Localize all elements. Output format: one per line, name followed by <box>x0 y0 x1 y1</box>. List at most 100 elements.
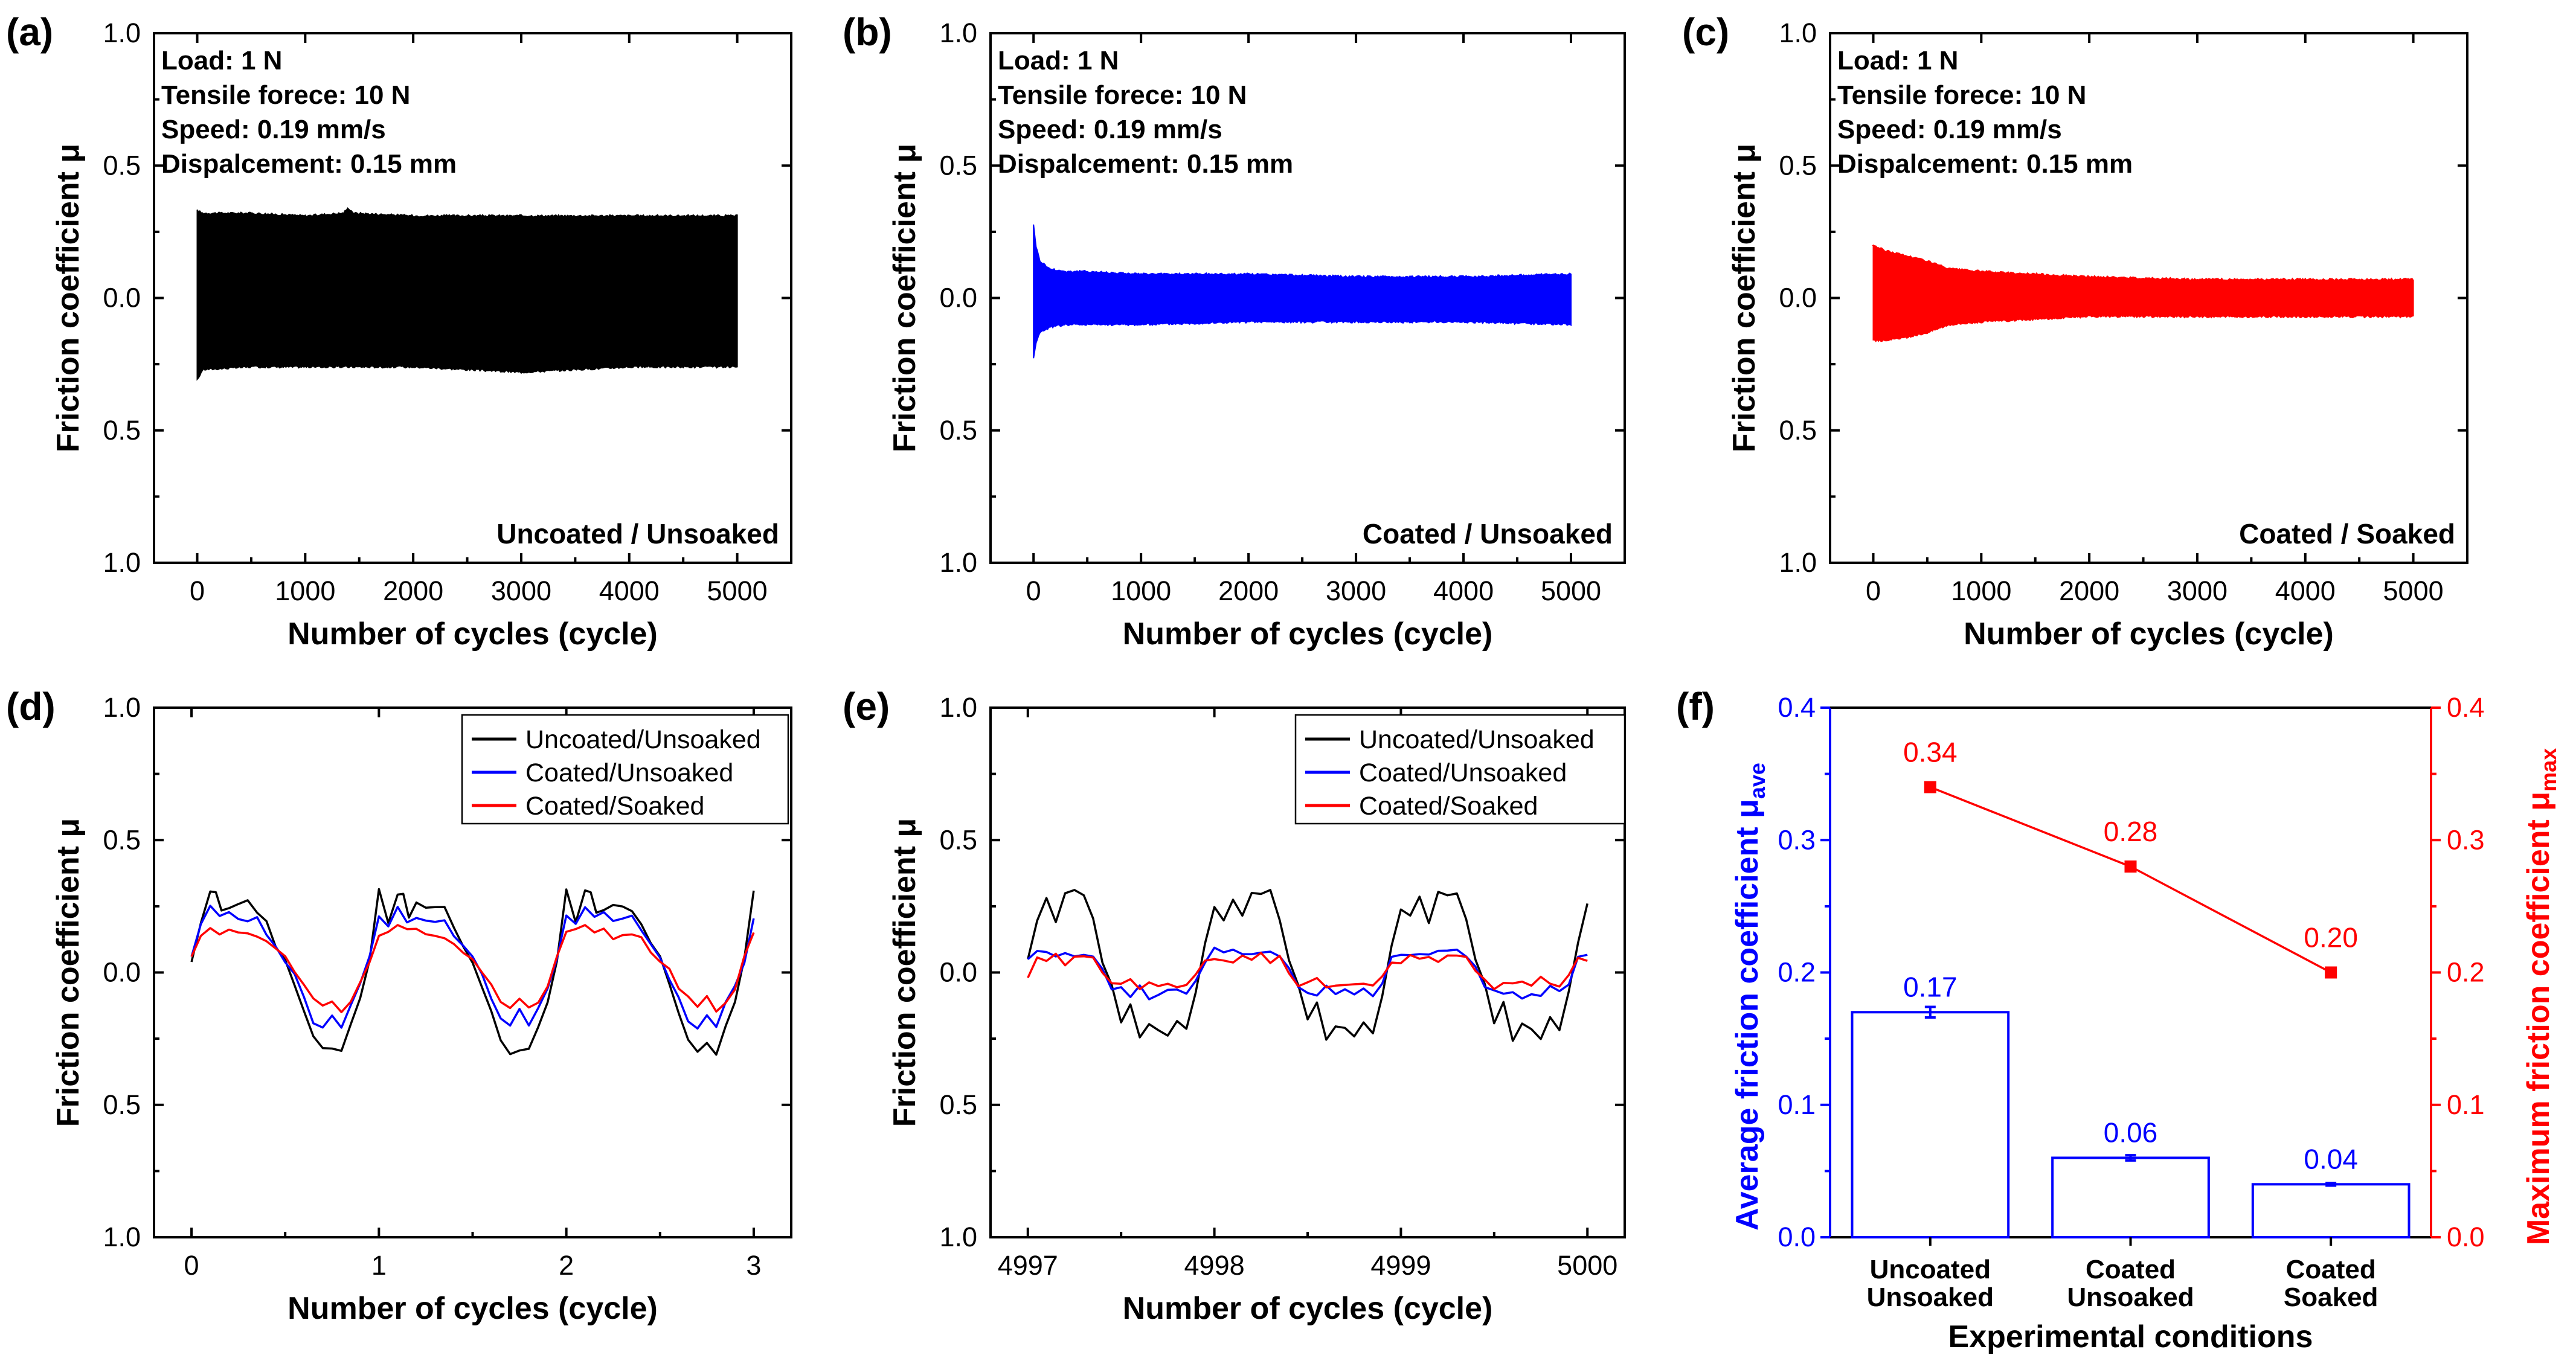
y-tick-label-left: 0.1 <box>1778 1089 1816 1120</box>
y-tick-label: 0.0 <box>939 957 977 988</box>
x-axis-label: Number of cycles (cycle) <box>287 1291 658 1326</box>
x-tick-label: 0 <box>184 1250 199 1281</box>
bar <box>2051 1156 2210 1238</box>
x-tick-label: 1000 <box>1951 575 2011 606</box>
x-tick-label: 1000 <box>275 575 335 606</box>
max-friction-marker <box>1924 781 1936 793</box>
panel-label: (a) <box>6 10 53 54</box>
legend-label: Coated/Unsoaked <box>1359 758 1567 787</box>
legend-label: Uncoated/Unsoaked <box>525 725 761 754</box>
panel-label: (d) <box>6 685 56 728</box>
bar <box>1851 1011 2010 1239</box>
y-tick-label: 0.5 <box>1779 150 1817 181</box>
y-tick-label-right: 0.0 <box>2447 1222 2485 1252</box>
category-label: Uncoated <box>1870 1255 1991 1284</box>
y-axis-label: Friction coefficient μ <box>1727 144 1762 452</box>
x-tick-label: 0 <box>190 575 205 606</box>
x-tick-label: 3 <box>746 1250 761 1281</box>
panel-label: (e) <box>843 685 890 728</box>
test-condition-text: Speed: 0.19 mm/s <box>1837 115 2062 144</box>
bar-value-label: 0.06 <box>2104 1116 2158 1148</box>
x-tick-label: 4000 <box>599 575 660 606</box>
series-line-0 <box>1027 889 1588 1042</box>
x-tick-label: 4997 <box>998 1250 1058 1281</box>
chart-panel-e: 1.0 0.5 0.0 0.5 1.0 Friction coefficient μ Num… <box>843 685 1626 1326</box>
x-tick-label: 2 <box>559 1250 574 1281</box>
series-line-2 <box>1027 952 1588 990</box>
series-line-0 <box>190 888 755 1056</box>
x-tick-label: 1000 <box>1111 575 1171 606</box>
series-line-2 <box>190 924 755 1013</box>
x-axis-label: Number of cycles (cycle) <box>1123 617 1493 652</box>
chart-panel-b: 1.0 0.5 0.0 0.5 1.0 Friction coefficient μ Num… <box>843 10 1626 652</box>
y-axis-label: Friction coefficient μ <box>51 144 86 452</box>
test-condition-text: Load: 1 N <box>998 46 1119 75</box>
y-axis-label-left: Average friction coefficient μave <box>1730 763 1770 1231</box>
y-tick-label-left: 0.3 <box>1778 824 1816 855</box>
x-tick-label: 2000 <box>1218 575 1279 606</box>
y-tick-label: 1.0 <box>103 692 141 723</box>
y-tick-label: 0.0 <box>939 283 977 313</box>
line-value-label: 0.20 <box>2304 922 2358 953</box>
series-line-1 <box>190 905 755 1030</box>
y-axis-label-right: Maximum friction coefficient μmax <box>2521 748 2561 1245</box>
line-value-label: 0.34 <box>1903 737 1958 768</box>
x-axis-label: Number of cycles (cycle) <box>1964 617 2334 652</box>
y-tick-label: 0.0 <box>1779 283 1817 313</box>
y-axis-label: Friction coefficient μ <box>887 818 922 1127</box>
y-tick-label: 0.5 <box>103 150 141 181</box>
panel-label: (c) <box>1682 10 1729 54</box>
x-tick-label: 5000 <box>1557 1250 1617 1281</box>
category-label: Soaked <box>2284 1283 2378 1312</box>
y-tick-label: 1.0 <box>939 1222 977 1252</box>
y-tick-label: 1.0 <box>939 547 977 578</box>
y-tick-label: 1.0 <box>103 18 141 48</box>
x-tick-label: 4000 <box>1433 575 1494 606</box>
test-condition-text: Load: 1 N <box>1837 46 1958 75</box>
test-condition-text: Dispalcement: 0.15 mm <box>998 149 1293 179</box>
test-condition-text: Speed: 0.19 mm/s <box>998 115 1222 144</box>
x-tick-label: 5000 <box>1541 575 1601 606</box>
y-tick-label-right: 0.4 <box>2447 692 2485 723</box>
legend-label: Coated/Soaked <box>525 792 704 821</box>
x-tick-label: 0 <box>1026 575 1041 606</box>
bar-value-label: 0.17 <box>1903 971 1958 1002</box>
y-tick-label: 0.5 <box>939 150 977 181</box>
condition-label: Coated / Soaked <box>2239 518 2455 549</box>
y-tick-label: 1.0 <box>103 1222 141 1252</box>
chart-panel-f: 0.0 0.0 0.1 0.1 0.2 0.2 0.3 0.3 0.4 0.4 0.17 Uncoat… <box>1676 685 2561 1354</box>
y-tick-label: 1.0 <box>939 692 977 723</box>
x-axis-label: Experimental conditions <box>1948 1319 2313 1354</box>
x-tick-label: 4999 <box>1370 1250 1431 1281</box>
y-tick-label: 0.5 <box>103 1089 141 1120</box>
x-tick-label: 1 <box>371 1250 387 1281</box>
x-tick-label: 5000 <box>707 575 768 606</box>
x-tick-label: 4000 <box>2275 575 2336 606</box>
bar-value-label: 0.04 <box>2304 1143 2358 1174</box>
y-tick-label: 0.5 <box>103 824 141 855</box>
x-tick-label: 2000 <box>2059 575 2119 606</box>
oscillation-envelope <box>196 207 738 381</box>
category-label: Coated <box>2086 1255 2176 1284</box>
x-tick-label: 0 <box>1866 575 1881 606</box>
legend-box <box>1294 714 1626 825</box>
max-friction-marker <box>2325 966 2337 979</box>
y-axis-label: Friction coefficient μ <box>887 144 922 452</box>
y-tick-label-left: 0.4 <box>1778 692 1816 723</box>
test-condition-text: Dispalcement: 0.15 mm <box>161 149 457 179</box>
series-line-1 <box>1027 946 1588 1001</box>
test-condition-text: Load: 1 N <box>161 46 282 75</box>
test-condition-text: Tensile forece: 10 N <box>998 80 1247 110</box>
max-friction-line <box>1930 786 2331 974</box>
condition-label: Uncoated / Unsoaked <box>496 518 779 549</box>
panel-label: (f) <box>1676 685 1715 728</box>
y-tick-label: 0.0 <box>103 957 141 988</box>
x-tick-label: 4998 <box>1184 1250 1245 1281</box>
x-tick-label: 2000 <box>383 575 443 606</box>
x-tick-label: 3000 <box>2167 575 2228 606</box>
y-tick-label-right: 0.1 <box>2447 1089 2485 1120</box>
panel-label: (b) <box>843 10 892 54</box>
test-condition-text: Speed: 0.19 mm/s <box>161 115 386 144</box>
chart-panel-d: 1.0 0.5 0.0 0.5 1.0 Friction coefficient μ Num… <box>6 685 792 1326</box>
